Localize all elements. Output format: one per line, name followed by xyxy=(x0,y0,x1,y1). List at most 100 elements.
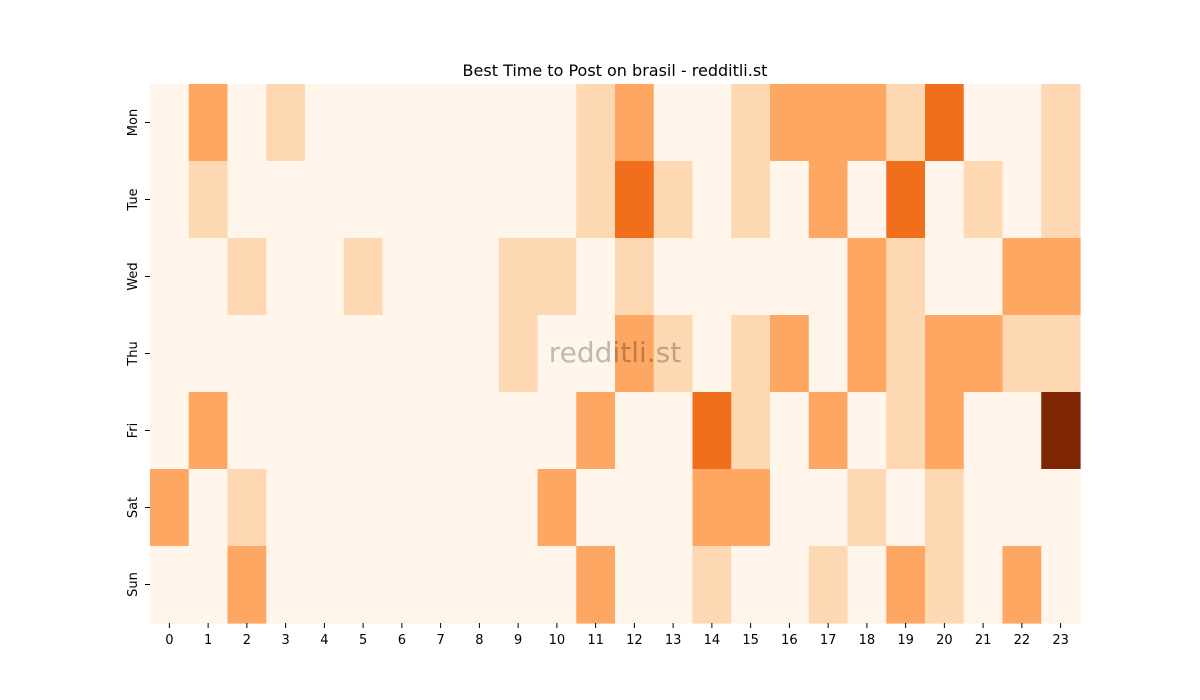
heatmap-cell-wed-6 xyxy=(382,238,422,316)
heatmap-cell-sun-17 xyxy=(808,546,849,624)
heatmap-cell-mon-11 xyxy=(576,84,616,162)
heatmap-cell-mon-23 xyxy=(1041,84,1081,162)
heatmap-cell-sat-5 xyxy=(343,469,384,547)
x-tick-label: 21 xyxy=(975,633,992,648)
x-tick-label: 2 xyxy=(243,633,251,648)
x-tick-label: 23 xyxy=(1052,633,1069,648)
heatmap-cell-sun-5 xyxy=(343,546,384,624)
x-tick-label: 13 xyxy=(665,633,682,648)
heatmap-cell-tue-17 xyxy=(808,161,849,239)
x-tick-label: 15 xyxy=(742,633,759,648)
heatmap-cell-sun-23 xyxy=(1041,546,1081,624)
heatmap-cell-tue-6 xyxy=(382,161,422,239)
heatmap-cell-sat-16 xyxy=(770,469,810,547)
heatmap-cell-tue-19 xyxy=(886,161,926,239)
heatmap-cell-sat-1 xyxy=(188,469,229,547)
heatmap-cell-sat-23 xyxy=(1041,469,1081,547)
heatmap-cell-sat-7 xyxy=(421,469,461,547)
heatmap-cell-sun-1 xyxy=(188,546,229,624)
heatmap-cell-sat-8 xyxy=(460,469,500,547)
watermark-text: redditli.st xyxy=(549,336,681,369)
heatmap-cell-mon-18 xyxy=(847,84,887,162)
heatmap-cell-sun-2 xyxy=(227,546,267,624)
heatmap-cell-wed-10 xyxy=(537,238,577,316)
heatmap-cell-fri-1 xyxy=(188,392,229,470)
heatmap-cell-fri-13 xyxy=(653,392,694,470)
heatmap-cell-fri-2 xyxy=(227,392,267,470)
heatmap-cell-sun-0 xyxy=(150,546,190,624)
x-tick-label: 20 xyxy=(936,633,953,648)
heatmap-cell-thu-3 xyxy=(266,315,306,393)
heatmap-cell-tue-5 xyxy=(343,161,384,239)
heatmap-cell-wed-3 xyxy=(266,238,306,316)
heatmap-cell-sat-2 xyxy=(227,469,267,547)
heatmap-cell-thu-2 xyxy=(227,315,267,393)
heatmap-cell-mon-14 xyxy=(692,84,732,162)
heatmap-cell-thu-14 xyxy=(692,315,732,393)
heatmap-cell-wed-12 xyxy=(615,238,655,316)
heatmap-cell-thu-15 xyxy=(731,315,771,393)
heatmap-cell-sat-13 xyxy=(653,469,694,547)
heatmap-cell-mon-21 xyxy=(963,84,1004,162)
heatmap-cell-thu-6 xyxy=(382,315,422,393)
heatmap-cell-tue-15 xyxy=(731,161,771,239)
heatmap-cell-sat-18 xyxy=(847,469,887,547)
heatmap-cell-mon-16 xyxy=(770,84,810,162)
heatmap-cell-thu-8 xyxy=(460,315,500,393)
heatmap-cell-sat-20 xyxy=(925,469,965,547)
heatmap-cell-wed-7 xyxy=(421,238,461,316)
heatmap-cell-sun-22 xyxy=(1002,546,1042,624)
heatmap-cell-thu-7 xyxy=(421,315,461,393)
heatmap-cell-sat-19 xyxy=(886,469,926,547)
heatmap-cell-wed-15 xyxy=(731,238,771,316)
heatmap-cell-tue-9 xyxy=(498,161,539,239)
heatmap-cell-sun-20 xyxy=(925,546,965,624)
heatmap-cell-thu-13 xyxy=(653,315,694,393)
heatmap-cell-thu-4 xyxy=(305,315,345,393)
heatmap-cell-tue-1 xyxy=(188,161,229,239)
heatmap-cell-fri-17 xyxy=(808,392,849,470)
x-axis: 0 1 2 3 4 5 6 7 8 9 10 11 12 13 14 15 16 17 18 19 20 21 22 23 xyxy=(165,623,1069,648)
heatmap-cell-fri-8 xyxy=(460,392,500,470)
heatmap-cell-mon-10 xyxy=(537,84,577,162)
heatmap-cell-mon-13 xyxy=(653,84,694,162)
x-tick-label: 11 xyxy=(587,633,604,648)
heatmap-cell-sat-12 xyxy=(615,469,655,547)
heatmap-cell-tue-10 xyxy=(537,161,577,239)
heatmap-cell-tue-14 xyxy=(692,161,732,239)
heatmap-cell-wed-4 xyxy=(305,238,345,316)
heatmap-cell-wed-5 xyxy=(343,238,384,316)
heatmap-cell-sat-4 xyxy=(305,469,345,547)
x-tick-label: 6 xyxy=(398,633,406,648)
x-tick-label: 22 xyxy=(1014,633,1031,648)
heatmap-cell-thu-12 xyxy=(615,315,655,393)
heatmap-cell-mon-5 xyxy=(343,84,384,162)
heatmap-cell-mon-22 xyxy=(1002,84,1042,162)
heatmap-cell-sun-14 xyxy=(692,546,732,624)
heatmap-cell-thu-19 xyxy=(886,315,926,393)
heatmap-cell-thu-23 xyxy=(1041,315,1081,393)
heatmap-cell-fri-18 xyxy=(847,392,887,470)
heatmap-cell-fri-21 xyxy=(963,392,1004,470)
heatmap-cell-fri-15 xyxy=(731,392,771,470)
heatmap-cell-sun-8 xyxy=(460,546,500,624)
heatmap-cell-wed-22 xyxy=(1002,238,1042,316)
heatmap-cell-mon-8 xyxy=(460,84,500,162)
heatmap-cell-fri-0 xyxy=(150,392,190,470)
y-tick-label: Fri xyxy=(126,423,141,439)
heatmap-cell-tue-12 xyxy=(615,161,655,239)
heatmap-cell-sat-0 xyxy=(150,469,190,547)
heatmap-cell-sat-11 xyxy=(576,469,616,547)
heatmap-cell-sun-6 xyxy=(382,546,422,624)
y-tick-label: Wed xyxy=(126,262,141,290)
heatmap-cell-fri-6 xyxy=(382,392,422,470)
y-tick-label: Sat xyxy=(126,497,141,518)
heatmap-cell-sun-9 xyxy=(498,546,539,624)
heatmap-cell-thu-0 xyxy=(150,315,190,393)
heatmap-cell-fri-7 xyxy=(421,392,461,470)
heatmap-cell-sat-22 xyxy=(1002,469,1042,547)
heatmap-cell-sun-4 xyxy=(305,546,345,624)
x-tick-label: 14 xyxy=(704,633,721,648)
heatmap-cell-tue-16 xyxy=(770,161,810,239)
heatmap-cell-wed-2 xyxy=(227,238,267,316)
